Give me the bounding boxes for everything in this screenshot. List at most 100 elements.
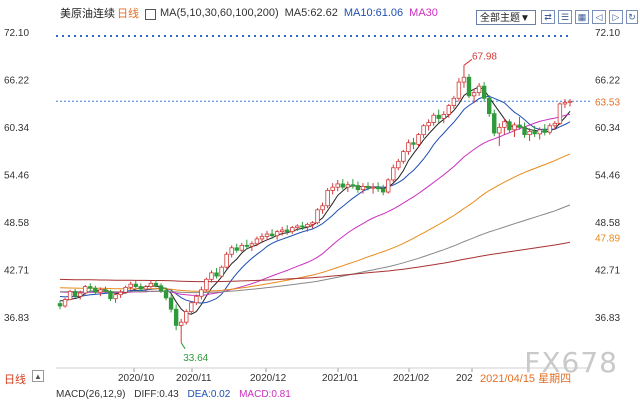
candle-body[interactable]: [239, 244, 244, 251]
candle-body[interactable]: [229, 247, 234, 255]
candle-body[interactable]: [108, 291, 113, 300]
candle-body[interactable]: [300, 225, 305, 228]
forward-icon[interactable]: ▷: [609, 10, 623, 24]
candle-body[interactable]: [153, 282, 159, 287]
candle-body[interactable]: [401, 151, 406, 162]
candle-body[interactable]: [209, 272, 214, 280]
candle-body[interactable]: [456, 81, 462, 99]
candle-body[interactable]: [254, 238, 260, 245]
candle-body[interactable]: [517, 124, 522, 128]
candle-body[interactable]: [487, 97, 492, 115]
candle-body[interactable]: [234, 247, 239, 251]
candle-body[interactable]: [497, 126, 502, 134]
candle-body[interactable]: [562, 101, 568, 105]
candle-body[interactable]: [285, 229, 290, 233]
candle-body[interactable]: [310, 222, 315, 225]
candle-body[interactable]: [199, 289, 204, 297]
candle-body[interactable]: [168, 297, 174, 310]
candle-body[interactable]: [421, 125, 426, 136]
period-label[interactable]: 日线: [117, 8, 139, 20]
candle-body[interactable]: [264, 233, 270, 237]
candle-body[interactable]: [522, 126, 527, 136]
candle-body[interactable]: [103, 289, 108, 292]
candle-body[interactable]: [148, 282, 154, 287]
candle-body[interactable]: [88, 286, 93, 289]
candle-body[interactable]: [123, 286, 128, 293]
candle-body[interactable]: [411, 142, 416, 145]
candle-body[interactable]: [113, 294, 118, 300]
candle-body[interactable]: [370, 186, 376, 189]
ma-checkbox[interactable]: [145, 8, 156, 20]
candle-body[interactable]: [441, 114, 446, 119]
candle-body[interactable]: [476, 85, 482, 94]
candle-body[interactable]: [431, 114, 436, 123]
candle-body[interactable]: [512, 124, 517, 131]
candle-body[interactable]: [83, 286, 88, 294]
candle-body[interactable]: [214, 272, 219, 277]
candle-body[interactable]: [507, 121, 512, 131]
candle-body[interactable]: [133, 283, 138, 287]
candle-body[interactable]: [259, 236, 265, 240]
candle-body[interactable]: [173, 308, 179, 326]
candle-body[interactable]: [436, 114, 441, 119]
candle-body[interactable]: [335, 183, 340, 188]
candle-body[interactable]: [416, 134, 421, 145]
topic-select[interactable]: 全部主题▼: [476, 10, 536, 25]
candle-body[interactable]: [426, 122, 431, 127]
symbol-title[interactable]: 美原油连续: [60, 8, 115, 20]
candle-body[interactable]: [274, 231, 280, 237]
candle-body[interactable]: [325, 190, 330, 207]
candle-body[interactable]: [249, 243, 255, 247]
candle-body[interactable]: [244, 244, 250, 247]
refresh-icon[interactable]: ↻: [626, 10, 638, 24]
candle-body[interactable]: [290, 227, 295, 233]
grid-icon[interactable]: ▦: [575, 10, 589, 24]
candle-body[interactable]: [77, 292, 83, 297]
list-icon[interactable]: ☰: [558, 10, 572, 24]
candle-body[interactable]: [163, 290, 169, 299]
candle-body[interactable]: [62, 299, 68, 307]
candle-body[interactable]: [224, 253, 229, 268]
candle-body[interactable]: [98, 289, 103, 293]
collapse-arrow-icon[interactable]: ▲: [32, 370, 44, 382]
candle-body[interactable]: [345, 184, 351, 188]
bottom-period-label[interactable]: 日线: [4, 374, 26, 386]
candle-body[interactable]: [158, 285, 164, 292]
candle-body[interactable]: [547, 125, 553, 133]
candle-body[interactable]: [93, 287, 98, 293]
candle-body[interactable]: [380, 188, 386, 193]
candle-body[interactable]: [542, 129, 547, 133]
candle-body[interactable]: [375, 186, 381, 190]
candle-body[interactable]: [204, 278, 209, 291]
candle-body[interactable]: [492, 113, 497, 134]
candle-body[interactable]: [295, 225, 300, 228]
candle-body[interactable]: [219, 266, 224, 277]
candle-body[interactable]: [194, 295, 199, 304]
ma-params-label[interactable]: MA(5,10,30,60,100,200): [160, 7, 279, 19]
candle-body[interactable]: [552, 122, 558, 127]
candle-body[interactable]: [330, 186, 335, 191]
candle-body[interactable]: [355, 185, 361, 190]
candles[interactable]: [57, 65, 573, 343]
candle-body[interactable]: [178, 321, 184, 326]
candle-body[interactable]: [143, 286, 149, 290]
candle-body[interactable]: [279, 229, 285, 233]
candle-body[interactable]: [67, 291, 73, 300]
candle-body[interactable]: [320, 205, 325, 211]
candle-body[interactable]: [391, 167, 396, 181]
candle-body[interactable]: [527, 131, 532, 136]
candle-body[interactable]: [360, 185, 366, 190]
candle-body[interactable]: [340, 183, 345, 188]
candle-body[interactable]: [481, 85, 487, 99]
candle-body[interactable]: [269, 233, 275, 237]
candle-body[interactable]: [138, 286, 143, 290]
candle-body[interactable]: [386, 179, 391, 193]
candle-body[interactable]: [451, 97, 457, 106]
candle-body[interactable]: [189, 302, 194, 313]
candle-body[interactable]: [118, 291, 123, 296]
candle-body[interactable]: [502, 121, 507, 128]
candle-body[interactable]: [471, 92, 477, 97]
candle-body[interactable]: [365, 185, 371, 189]
candle-body[interactable]: [184, 311, 189, 323]
